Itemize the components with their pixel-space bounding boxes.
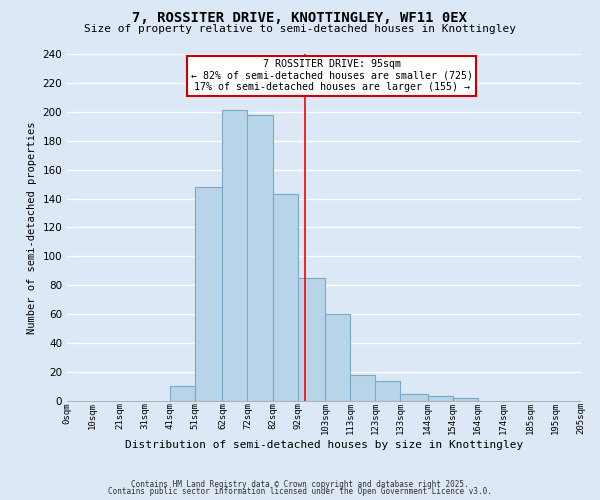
Bar bbox=[298, 278, 325, 401]
Bar bbox=[428, 396, 453, 401]
Text: 7 ROSSITER DRIVE: 95sqm
← 82% of semi-detached houses are smaller (725)
17% of s: 7 ROSSITER DRIVE: 95sqm ← 82% of semi-de… bbox=[191, 59, 473, 92]
Text: Contains public sector information licensed under the Open Government Licence v3: Contains public sector information licen… bbox=[108, 487, 492, 496]
X-axis label: Distribution of semi-detached houses by size in Knottingley: Distribution of semi-detached houses by … bbox=[125, 440, 523, 450]
Bar bbox=[170, 386, 195, 401]
Bar bbox=[400, 394, 428, 401]
Y-axis label: Number of semi-detached properties: Number of semi-detached properties bbox=[27, 121, 37, 334]
Bar bbox=[247, 114, 272, 401]
Bar bbox=[453, 398, 478, 401]
Bar bbox=[375, 380, 400, 401]
Bar bbox=[195, 187, 223, 401]
Bar bbox=[350, 375, 375, 401]
Text: Contains HM Land Registry data © Crown copyright and database right 2025.: Contains HM Land Registry data © Crown c… bbox=[131, 480, 469, 489]
Text: Size of property relative to semi-detached houses in Knottingley: Size of property relative to semi-detach… bbox=[84, 24, 516, 34]
Text: 7, ROSSITER DRIVE, KNOTTINGLEY, WF11 0EX: 7, ROSSITER DRIVE, KNOTTINGLEY, WF11 0EX bbox=[133, 11, 467, 25]
Bar bbox=[272, 194, 298, 401]
Bar bbox=[223, 110, 247, 401]
Bar bbox=[325, 314, 350, 401]
